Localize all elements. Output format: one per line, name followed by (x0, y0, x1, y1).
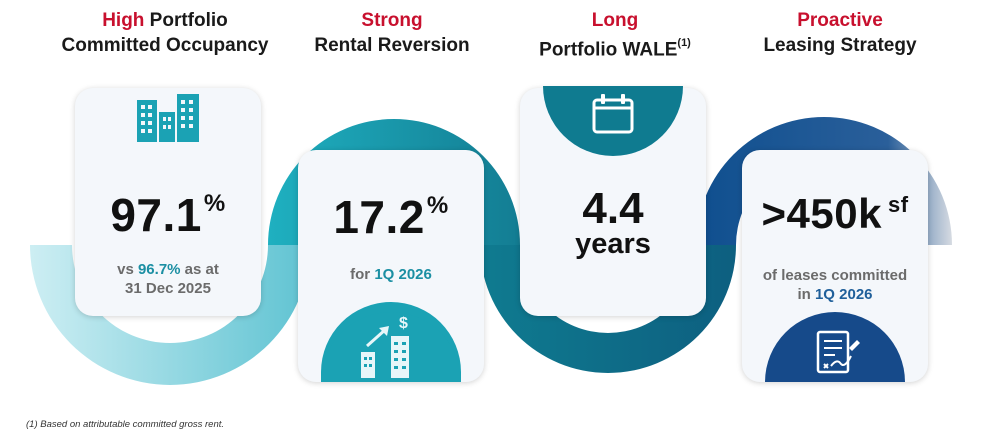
footnote: (1) Based on attributable committed gros… (26, 419, 225, 430)
pillar-3-title-sup: (1) (677, 37, 691, 49)
pillar-1-value: 97.1% (75, 188, 261, 242)
pillar-4-note-prefix: in (797, 286, 815, 303)
pillar-2-note-highlight: 1Q 2026 (374, 266, 432, 283)
pillar-2-value-unit: % (426, 192, 449, 219)
pillar-3-value-number: 4.4 (582, 184, 644, 233)
pillar-3-value-line2: years (520, 228, 706, 260)
pillar-4-value-unit: sf (887, 192, 909, 217)
pillar-4-card: >450k sf of leases committed in 1Q 2026 (742, 150, 928, 382)
buildings-icon (137, 94, 199, 142)
pillar-3-accent: Long (591, 10, 639, 31)
growth-buildings-dollar-icon: $ (321, 302, 461, 382)
pillar-1-note-line2: 31 Dec 2025 (125, 280, 211, 297)
pillar-2-value-number: 17.2 (333, 191, 425, 243)
pillar-4-title-line2: Leasing Strategy (763, 35, 917, 56)
pillar-3-heading: Long Portfolio WALE(1) (495, 8, 735, 62)
pillar-2-note: for 1Q 2026 (298, 265, 484, 284)
pillar-4-value: >450k sf (742, 190, 928, 238)
calendar-icon (543, 86, 683, 156)
pillar-4-note-highlight: 1Q 2026 (814, 286, 873, 303)
pillar-4-value-number: >450k (761, 190, 882, 237)
pillar-1-value-unit: % (203, 190, 226, 217)
pillar-4-note: of leases committed in 1Q 2026 (742, 266, 928, 304)
pillar-1-note-prefix: vs (117, 261, 138, 278)
pillar-1-note-suffix: as at (180, 261, 219, 278)
pillar-3-title-line2: Portfolio WALE (539, 39, 678, 61)
pillar-4-note-line1: of leases committed (762, 267, 908, 284)
pillar-1-note-highlight: 96.7% (137, 261, 181, 278)
pillar-3-value-years: years (575, 228, 651, 260)
pillar-1-heading: High Portfolio Committed Occupancy (45, 8, 285, 58)
pillar-1-accent: High (102, 10, 145, 31)
pillar-3-value: 4.4 (520, 187, 706, 231)
pillar-1-card: 97.1% vs 96.7% as at 31 Dec 2025 (75, 88, 261, 316)
pillar-2-card: 17.2% for 1Q 2026 $ (298, 150, 484, 382)
pillar-1-value-number: 97.1 (110, 189, 202, 241)
pillar-2-title-line2: Rental Reversion (314, 35, 470, 56)
pillar-1-note: vs 96.7% as at 31 Dec 2025 (75, 260, 261, 298)
pillar-4-heading: Proactive Leasing Strategy (720, 8, 960, 58)
pillar-4-accent: Proactive (797, 10, 883, 31)
pillar-2-note-prefix: for (350, 266, 375, 283)
signed-contract-icon (765, 312, 905, 382)
pillar-1-title-rest: Portfolio (144, 10, 228, 31)
pillar-2-accent: Strong (361, 10, 423, 31)
pillar-3-card: 4.4 years (520, 86, 706, 316)
pillar-1-title-line2: Committed Occupancy (61, 35, 269, 56)
svg-text:$: $ (399, 315, 408, 332)
pillar-2-value: 17.2% (298, 190, 484, 244)
pillar-2-heading: Strong Rental Reversion (272, 8, 512, 58)
